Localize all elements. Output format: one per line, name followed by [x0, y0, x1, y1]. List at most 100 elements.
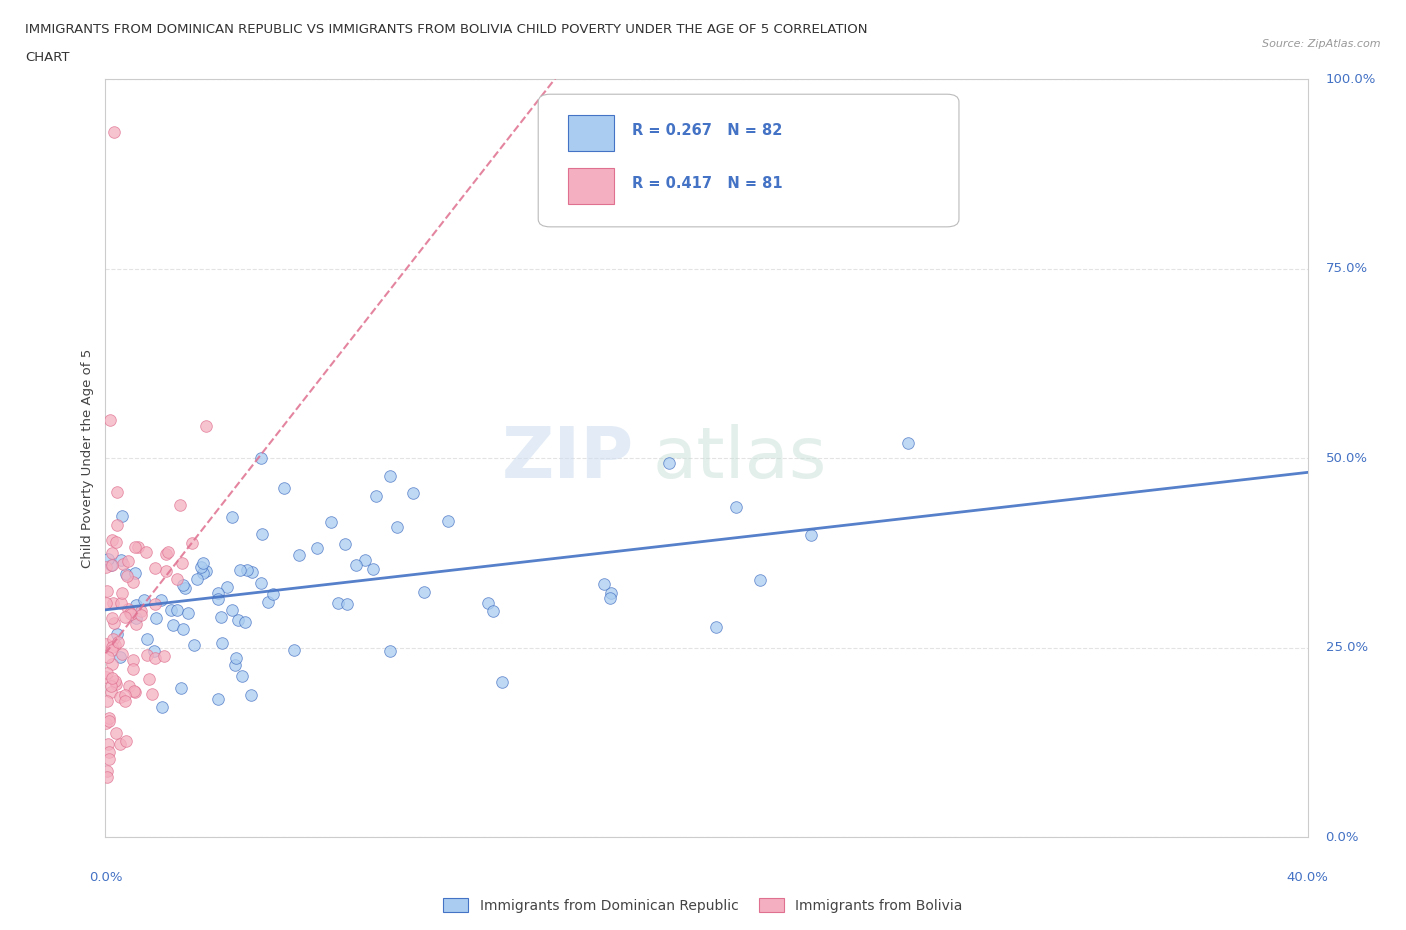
Point	[117, 602, 139, 617]
Point	[897, 435, 920, 450]
Point	[209, 609, 232, 624]
Point	[94, 636, 117, 651]
Point	[97, 649, 120, 664]
Point	[101, 643, 124, 658]
Point	[262, 586, 284, 601]
Point	[173, 580, 195, 595]
Point	[101, 657, 124, 671]
Point	[224, 658, 246, 672]
Y-axis label: Child Poverty Under the Age of 5: Child Poverty Under the Age of 5	[82, 349, 94, 567]
Point	[98, 751, 121, 766]
Point	[121, 661, 143, 676]
Point	[307, 540, 329, 555]
Legend: Immigrants from Dominican Republic, Immigrants from Bolivia: Immigrants from Dominican Republic, Immi…	[437, 893, 969, 919]
Point	[155, 547, 177, 562]
Point	[98, 413, 121, 428]
Text: 0.0%: 0.0%	[1326, 830, 1360, 844]
Point	[120, 605, 142, 620]
Point	[142, 644, 165, 658]
Point	[193, 565, 215, 580]
Point	[136, 648, 159, 663]
Point	[96, 666, 118, 681]
Point	[162, 618, 184, 632]
Point	[336, 596, 359, 611]
FancyBboxPatch shape	[538, 94, 959, 227]
Point	[221, 510, 243, 525]
Point	[273, 481, 295, 496]
Point	[100, 684, 122, 699]
Point	[221, 603, 243, 618]
Point	[108, 737, 131, 751]
FancyBboxPatch shape	[568, 114, 614, 151]
Point	[207, 591, 229, 606]
Point	[103, 616, 125, 631]
Point	[477, 595, 499, 610]
Point	[122, 684, 145, 698]
Point	[225, 651, 247, 666]
Point	[725, 499, 748, 514]
Point	[127, 539, 149, 554]
Text: 100.0%: 100.0%	[1326, 73, 1376, 86]
Point	[100, 671, 122, 685]
Point	[482, 604, 505, 618]
Point	[98, 713, 121, 728]
Point	[105, 627, 128, 642]
Point	[104, 638, 127, 653]
Text: 50.0%: 50.0%	[1326, 452, 1368, 464]
Point	[96, 715, 118, 730]
Point	[186, 571, 208, 586]
Point	[157, 545, 180, 560]
Text: CHART: CHART	[25, 51, 70, 64]
Point	[257, 594, 280, 609]
Point	[101, 640, 124, 655]
Point	[143, 651, 166, 666]
Point	[145, 560, 167, 575]
Point	[114, 688, 136, 703]
Point	[240, 687, 263, 702]
FancyBboxPatch shape	[568, 167, 614, 204]
Point	[101, 611, 124, 626]
Point	[114, 566, 136, 581]
Point	[125, 617, 148, 631]
Text: ZIP: ZIP	[502, 423, 634, 493]
Point	[402, 485, 425, 500]
Text: 0.0%: 0.0%	[89, 871, 122, 884]
Point	[437, 513, 460, 528]
Point	[250, 451, 273, 466]
Text: R = 0.267   N = 82: R = 0.267 N = 82	[631, 123, 782, 138]
Point	[287, 548, 309, 563]
Point	[103, 632, 125, 647]
Point	[96, 764, 118, 778]
Point	[132, 592, 155, 607]
Point	[104, 673, 127, 688]
Point	[118, 678, 141, 693]
Point	[592, 577, 614, 591]
Point	[110, 552, 132, 567]
Point	[117, 553, 139, 568]
Point	[191, 555, 214, 570]
Point	[600, 585, 623, 600]
Point	[114, 610, 136, 625]
Point	[111, 585, 134, 600]
Point	[236, 563, 259, 578]
Point	[124, 598, 146, 613]
Point	[103, 125, 125, 140]
Point	[177, 606, 200, 621]
Point	[98, 711, 121, 725]
Point	[101, 558, 124, 573]
Point	[378, 469, 401, 484]
Point	[101, 546, 124, 561]
Point	[96, 693, 118, 708]
Point	[120, 607, 142, 622]
Point	[190, 560, 212, 575]
Point	[125, 610, 148, 625]
Point	[100, 679, 122, 694]
Point	[166, 602, 188, 617]
Point	[96, 669, 118, 684]
Point	[124, 565, 146, 580]
Point	[491, 675, 513, 690]
Point	[599, 591, 621, 605]
Point	[226, 613, 249, 628]
Point	[172, 555, 194, 570]
Point	[344, 558, 367, 573]
